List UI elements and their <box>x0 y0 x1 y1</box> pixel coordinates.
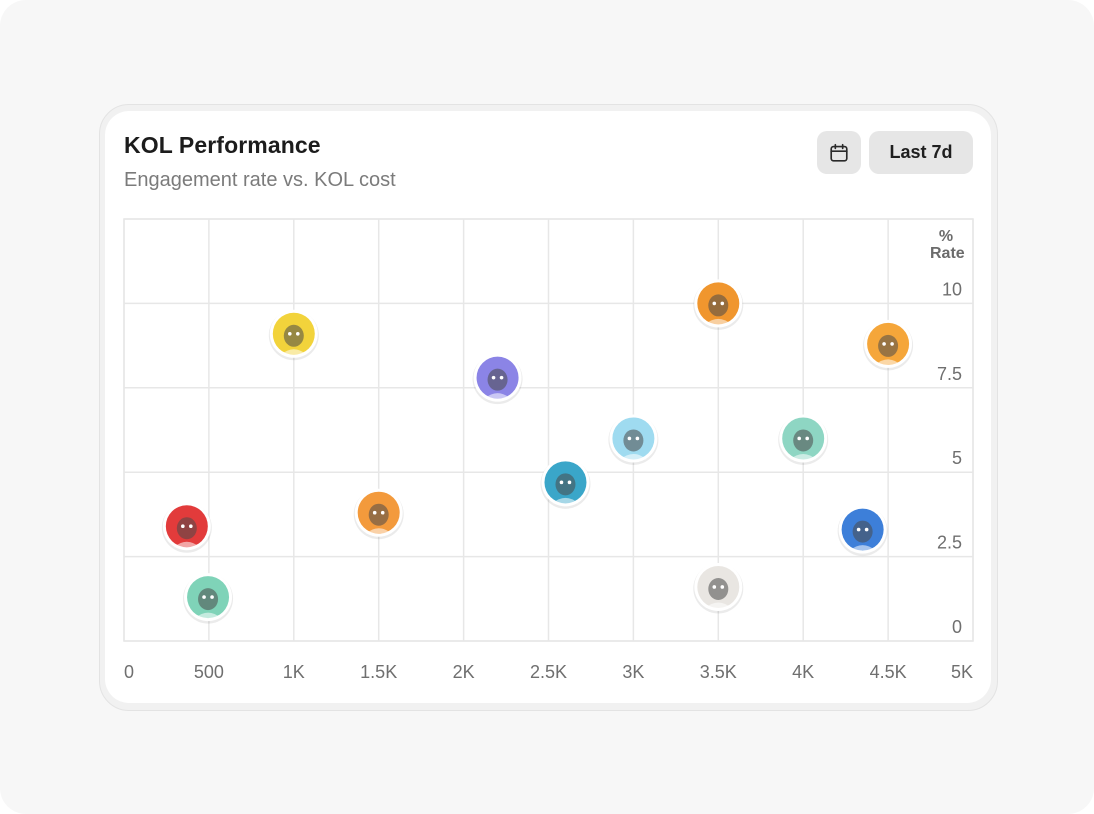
calendar-icon <box>830 143 848 162</box>
kol-avatar-point[interactable] <box>161 502 212 553</box>
y-tick-label: 7.5 <box>937 364 962 384</box>
x-tick-label: 1K <box>283 662 305 682</box>
x-tick-label: 1.5K <box>360 662 397 682</box>
x-axis-ticks: 0 500 1K 1.5K 2K 2.5K 3K 3.5K 4K 4.5K 5K <box>124 662 973 682</box>
kol-avatar-point[interactable] <box>837 505 888 557</box>
y-tick-label: 5 <box>952 448 962 468</box>
card-title: KOL Performance <box>124 132 321 158</box>
kol-avatar-point[interactable] <box>778 414 829 465</box>
y-tick-label: 0 <box>952 617 962 637</box>
kol-avatar-point[interactable] <box>540 458 591 509</box>
kol-avatar-point[interactable] <box>472 353 523 405</box>
kol-avatar-point[interactable] <box>608 414 659 465</box>
kol-avatar-point[interactable] <box>693 562 744 614</box>
kol-avatar-point[interactable] <box>863 319 914 371</box>
x-tick-label: 5K <box>951 662 973 682</box>
x-tick-label: 2.5K <box>530 662 567 682</box>
y-axis-ticks: 0 2.5 5 7.5 10 <box>937 279 962 637</box>
plot-grid <box>123 218 974 642</box>
kol-avatar-point[interactable] <box>268 309 319 361</box>
y-axis-label-text: % Rate <box>930 228 965 262</box>
data-points <box>161 279 914 624</box>
y-tick-label: 10 <box>942 279 962 299</box>
kol-avatar-point[interactable] <box>693 279 744 330</box>
date-range-button[interactable]: Last 7d <box>869 131 973 174</box>
x-tick-label: 2K <box>453 662 475 682</box>
kol-avatar-point[interactable] <box>353 488 404 540</box>
date-range-label: Last 7d <box>889 142 953 162</box>
y-axis-label: % Rate <box>930 228 965 262</box>
calendar-button[interactable] <box>817 131 861 174</box>
y-tick-label: 2.5 <box>937 533 962 553</box>
card-subtitle: Engagement rate vs. KOL cost <box>124 169 396 191</box>
x-tick-label: 3K <box>622 662 644 682</box>
x-tick-label: 4.5K <box>870 662 907 682</box>
x-tick-label: 500 <box>194 662 224 682</box>
x-tick-label: 0 <box>124 662 134 682</box>
x-tick-label: 4K <box>792 662 814 682</box>
kol-avatar-point[interactable] <box>183 573 234 624</box>
x-tick-label: 3.5K <box>700 662 737 682</box>
